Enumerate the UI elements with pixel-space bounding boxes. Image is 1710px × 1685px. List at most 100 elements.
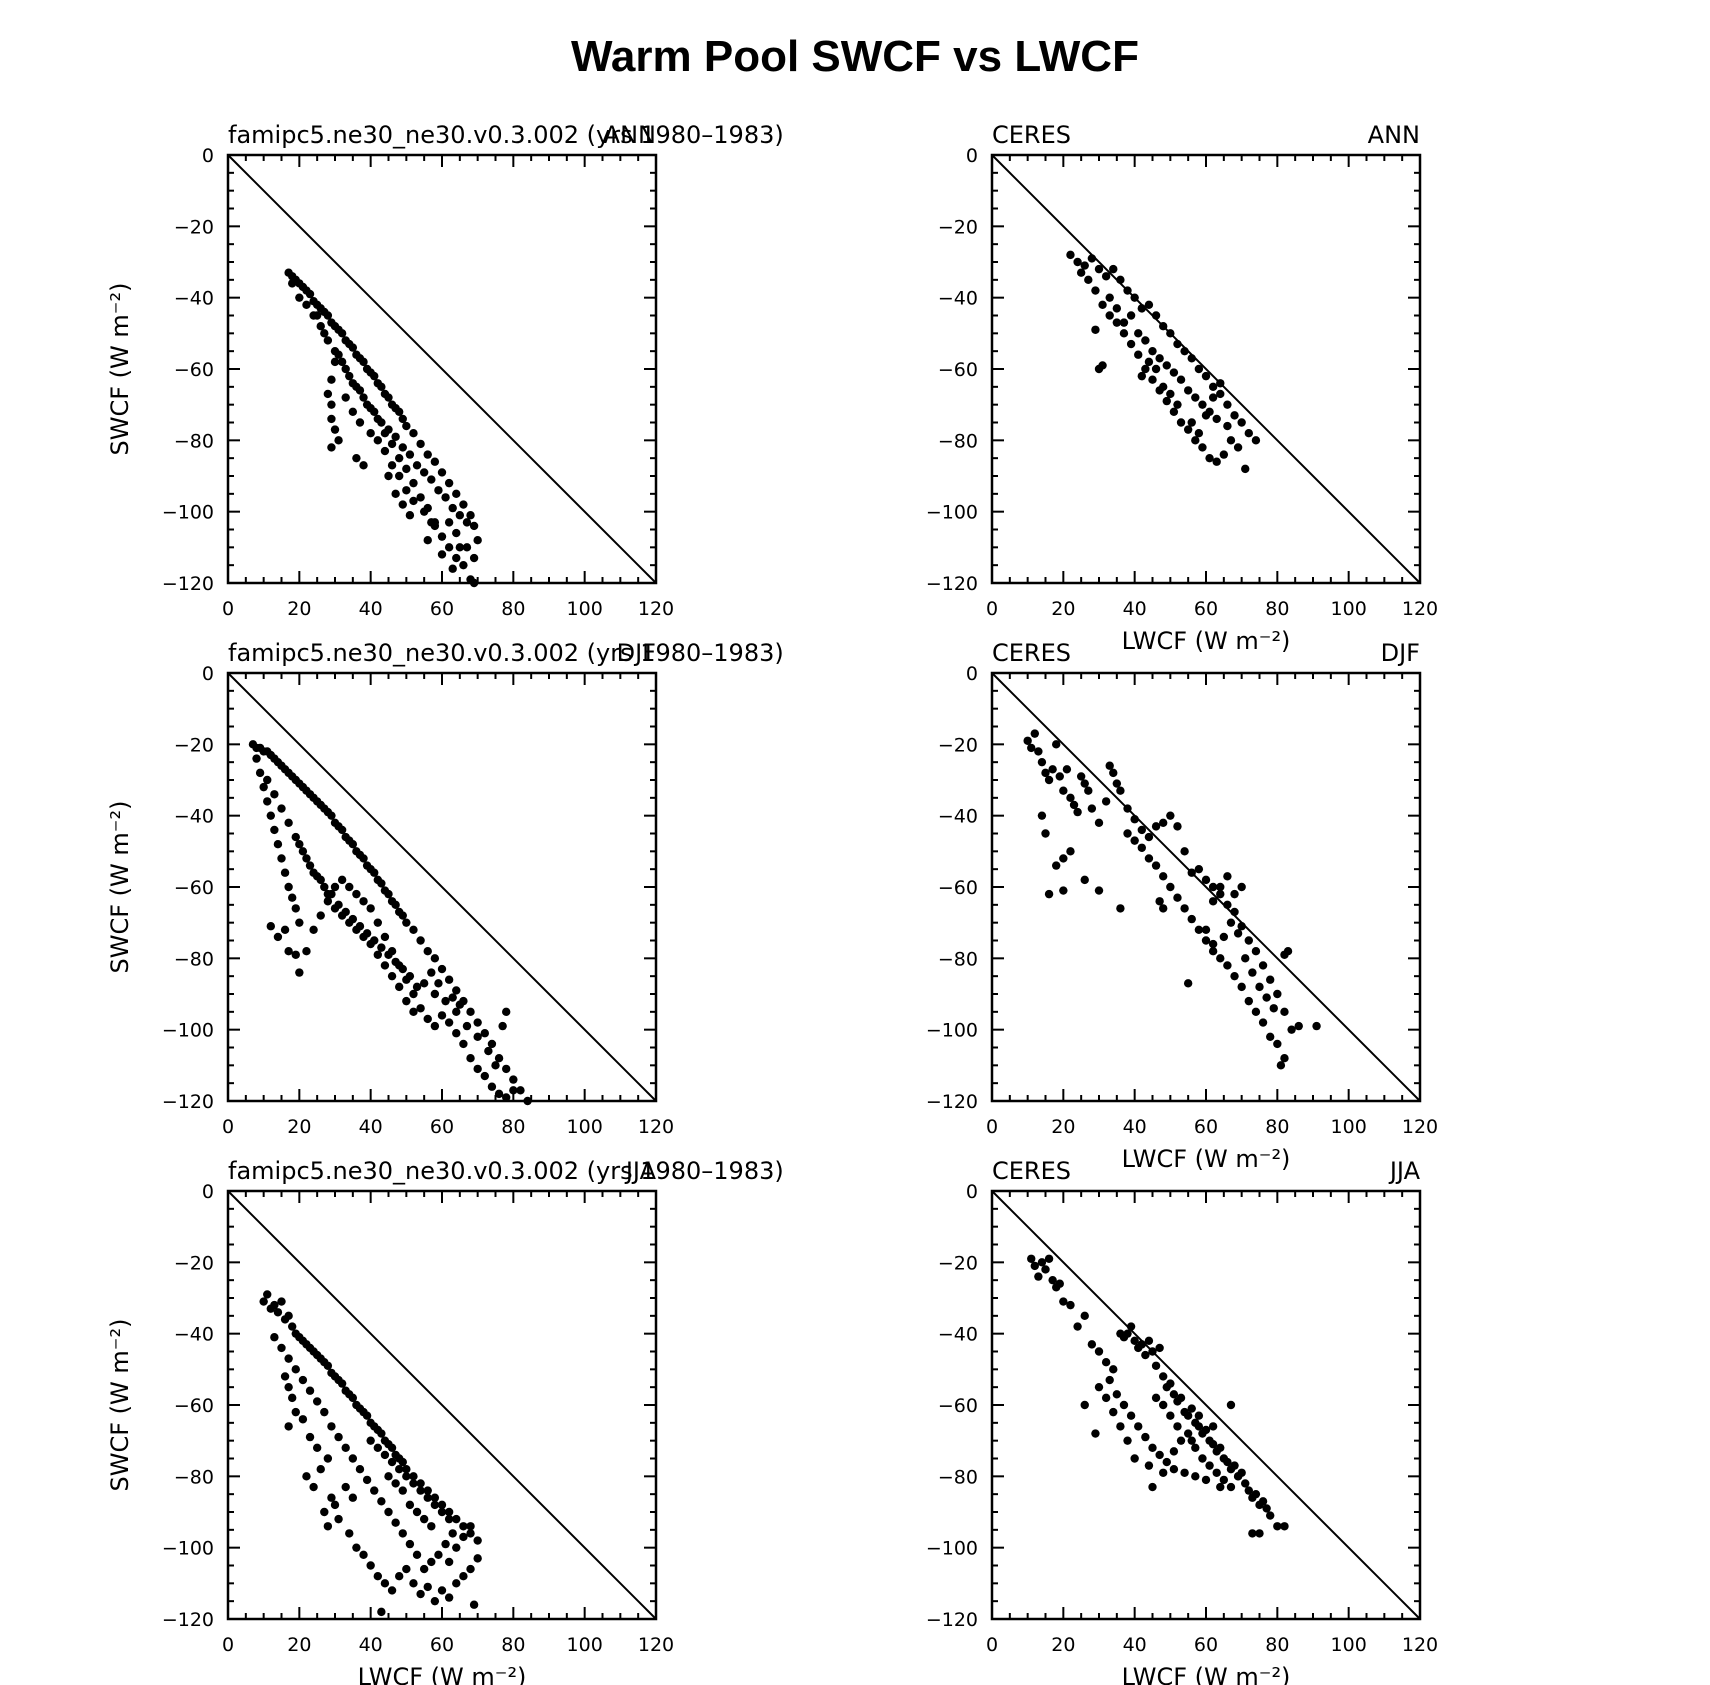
- scatter-point: [1216, 389, 1225, 399]
- scatter-point: [398, 443, 407, 452]
- scatter-point: [1144, 300, 1154, 309]
- scatter-point: [1123, 804, 1132, 813]
- scatter-point: [1237, 922, 1246, 931]
- scatter-point: [1087, 804, 1097, 813]
- scatter-point: [1094, 264, 1104, 274]
- scatter-point: [1148, 346, 1157, 356]
- scatter-point: [327, 400, 336, 409]
- y-tick-label: −20: [174, 1252, 214, 1274]
- scatter-point: [323, 1361, 333, 1370]
- y-tick-label: −100: [926, 1538, 978, 1560]
- scatter-point: [398, 911, 407, 920]
- scatter-point: [1141, 1432, 1150, 1442]
- x-tick-label: 40: [1123, 598, 1147, 620]
- y-tick-label: −100: [926, 1020, 978, 1042]
- x-axis-label: LWCF (W m⁻²): [358, 1663, 527, 1685]
- scatter-point: [334, 436, 343, 445]
- scatter-point: [284, 1422, 293, 1431]
- scatter-point: [1273, 989, 1282, 999]
- scatter-point: [1173, 822, 1182, 831]
- x-tick-label: 60: [430, 598, 454, 620]
- scatter-point: [1159, 872, 1168, 881]
- scatter-point: [255, 768, 265, 778]
- scatter-point: [484, 1046, 493, 1056]
- scatter-point: [437, 964, 447, 974]
- scatter-point: [1201, 875, 1211, 885]
- scatter-point: [448, 1529, 457, 1538]
- scatter-point: [1187, 1436, 1196, 1445]
- scatter-points: [1066, 250, 1261, 474]
- scatter-point: [462, 1021, 472, 1031]
- scatter-point: [334, 1432, 343, 1442]
- scatter-point: [1076, 268, 1086, 277]
- scatter-point: [1312, 1021, 1321, 1031]
- scatter-point: [402, 421, 411, 431]
- scatter-point: [452, 1579, 461, 1588]
- x-tick-label: 120: [638, 598, 674, 620]
- y-tick-label: −40: [174, 806, 214, 828]
- scatter-point: [466, 1522, 475, 1531]
- scatter-point: [1191, 1443, 1200, 1453]
- scatter-point: [1201, 371, 1211, 381]
- scatter-point: [263, 1290, 272, 1299]
- scatter-point: [295, 918, 304, 927]
- scatter-point: [1180, 346, 1189, 356]
- scatter-point: [502, 1007, 511, 1017]
- scatter-point: [1112, 1390, 1122, 1399]
- scatter-point: [1151, 1393, 1161, 1403]
- scatter-point: [480, 1071, 489, 1081]
- scatter-point: [1258, 1497, 1268, 1506]
- scatter-point: [1237, 418, 1246, 427]
- scatter-point: [380, 446, 390, 456]
- scatter-point: [1173, 893, 1182, 902]
- scatter-point: [1137, 304, 1147, 313]
- scatter-point: [487, 1039, 497, 1049]
- scatter-point: [270, 1300, 279, 1310]
- scatter-point: [1055, 1279, 1064, 1288]
- scatter-point: [1266, 975, 1275, 984]
- scatter-point: [419, 507, 429, 516]
- scatter-point: [1212, 414, 1221, 424]
- scatter-point: [352, 1543, 361, 1552]
- scatter-point: [370, 1486, 379, 1495]
- scatter-point: [1262, 993, 1271, 1002]
- scatter-point: [327, 1422, 336, 1431]
- y-tick-label: −60: [174, 877, 214, 899]
- x-tick-label: 80: [501, 598, 525, 620]
- scatter-point: [1087, 254, 1097, 263]
- scatter-point: [1073, 257, 1082, 267]
- scatter-point: [437, 1011, 447, 1020]
- scatter-point: [348, 379, 358, 388]
- scatter-point: [1205, 453, 1214, 463]
- scatter-point: [1176, 375, 1186, 384]
- scatter-point: [1208, 1422, 1218, 1431]
- scatter-point: [1191, 393, 1200, 402]
- panel-left-title: famipc5.ne30_ne30.v0.3.002 (yrs 1980–198…: [228, 1157, 784, 1185]
- x-tick-label: 120: [638, 1116, 674, 1138]
- scatter-point: [263, 797, 272, 806]
- scatter-point: [1041, 829, 1050, 838]
- y-tick-label: −20: [938, 734, 978, 756]
- scatter-point: [284, 882, 293, 892]
- scatter-point: [1109, 768, 1118, 778]
- scatter-point: [341, 393, 350, 402]
- x-tick-label: 60: [1194, 1116, 1218, 1138]
- scatter-points: [1027, 1254, 1289, 1538]
- scatter-point: [288, 1393, 297, 1403]
- x-tick-label: 0: [986, 598, 998, 620]
- scatter-point: [291, 832, 300, 842]
- scatter-point: [1151, 364, 1161, 374]
- scatter-point: [1119, 1400, 1129, 1410]
- scatter-point: [459, 560, 468, 570]
- y-tick-label: −40: [938, 806, 978, 828]
- scatter-point: [320, 1507, 329, 1517]
- x-tick-label: 80: [501, 1116, 525, 1138]
- scatter-point: [1059, 854, 1068, 863]
- scatter-point: [1244, 936, 1254, 945]
- scatter-point: [345, 882, 354, 892]
- scatter-point: [1262, 1504, 1271, 1513]
- scatter-point: [1126, 1411, 1136, 1420]
- scatter-point: [444, 1557, 454, 1567]
- scatter-point: [273, 840, 283, 849]
- scatter-point: [377, 879, 386, 888]
